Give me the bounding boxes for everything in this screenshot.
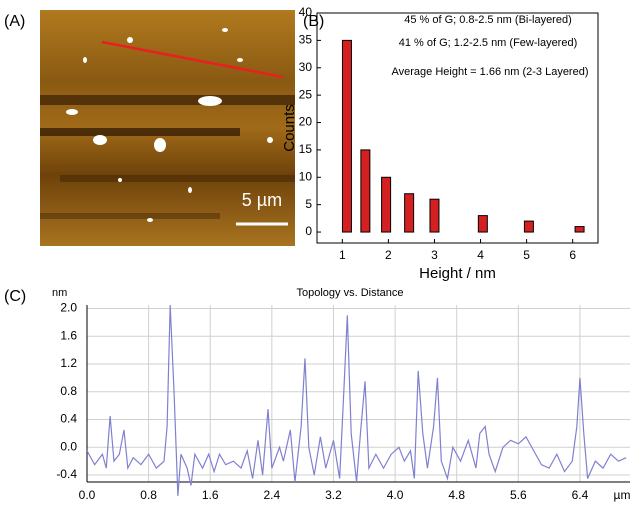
y-axis-label: nm bbox=[52, 287, 67, 299]
x-tick-label: 1.6 bbox=[202, 488, 219, 502]
bar bbox=[342, 40, 351, 232]
x-tick-label: 4.0 bbox=[387, 488, 404, 502]
x-tick-label: 5.6 bbox=[510, 488, 527, 502]
y-tick-label: 0.0 bbox=[60, 439, 77, 453]
y-tick-label: 2.0 bbox=[60, 301, 77, 315]
x-tick-label: 4.8 bbox=[448, 488, 465, 502]
x-tick-label: 6 bbox=[569, 248, 576, 262]
y-tick-label: 40 bbox=[299, 5, 313, 19]
x-tick-label: 6.4 bbox=[572, 488, 589, 502]
data-line bbox=[87, 305, 626, 496]
x-tick-label: 3.2 bbox=[325, 488, 342, 502]
bar bbox=[405, 194, 414, 232]
y-tick-label: 30 bbox=[299, 60, 313, 74]
bar bbox=[575, 227, 584, 232]
y-axis-label: Counts bbox=[281, 104, 298, 152]
y-tick-label: 1.2 bbox=[60, 356, 77, 370]
bar bbox=[430, 199, 439, 232]
y-tick-label: 5 bbox=[305, 197, 312, 211]
x-tick-label: 3 bbox=[431, 248, 438, 262]
annotation: Average Height = 1.66 nm (2-3 Layered) bbox=[392, 66, 589, 78]
scale-bar-label: 5 µm bbox=[242, 190, 282, 210]
y-tick-label: 25 bbox=[299, 87, 313, 101]
bar bbox=[382, 177, 391, 232]
page: {"image": {"label": "(A)", "scale_bar": … bbox=[0, 0, 634, 511]
x-tick-label: 5 bbox=[523, 248, 530, 262]
y-tick-label: 10 bbox=[299, 169, 313, 183]
x-axis-label: µm bbox=[614, 488, 631, 502]
y-tick-label: 1.6 bbox=[60, 328, 77, 342]
x-tick-label: 0.8 bbox=[140, 488, 157, 502]
y-tick-label: 35 bbox=[299, 33, 313, 47]
annotation: 45 % of G; 0.8-2.5 nm (Bi-layered) bbox=[404, 14, 572, 26]
x-tick-label: 0.0 bbox=[79, 488, 96, 502]
figure: (A) 5 µm (B)0510152025303540123456Height… bbox=[0, 0, 634, 511]
x-axis-label: Height / nm bbox=[419, 265, 496, 282]
x-tick-label: 2.4 bbox=[264, 488, 281, 502]
bar bbox=[361, 150, 370, 232]
y-tick-label: 0.4 bbox=[60, 412, 77, 426]
y-tick-label: 0 bbox=[305, 224, 312, 238]
y-tick-label: 15 bbox=[299, 142, 313, 156]
panel-label: (C) bbox=[4, 288, 26, 305]
x-tick-label: 4 bbox=[477, 248, 484, 262]
y-tick-label: -0.4 bbox=[56, 467, 77, 481]
x-tick-label: 2 bbox=[385, 248, 392, 262]
panel-label: (A) bbox=[4, 13, 25, 30]
afm-image bbox=[40, 10, 295, 246]
bar bbox=[478, 216, 487, 232]
annotation: 41 % of G; 1.2-2.5 nm (Few-layered) bbox=[399, 37, 578, 49]
bar bbox=[524, 221, 533, 232]
chart-title: Topology vs. Distance bbox=[297, 287, 404, 299]
x-tick-label: 1 bbox=[339, 248, 346, 262]
y-tick-label: 0.8 bbox=[60, 384, 77, 398]
y-tick-label: 20 bbox=[299, 115, 313, 129]
